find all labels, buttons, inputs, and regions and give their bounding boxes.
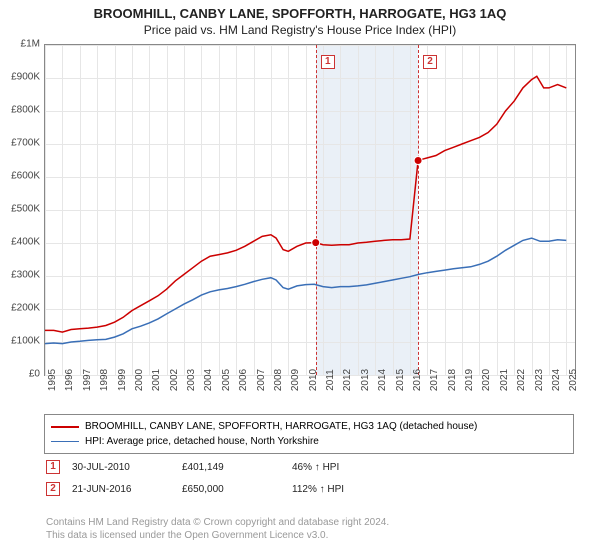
xtick-label: 2005: [221, 369, 232, 391]
xtick-label: 2019: [464, 369, 475, 391]
series-blue: [45, 238, 566, 344]
xtick-label: 2000: [134, 369, 145, 391]
xtick-label: 2007: [256, 369, 267, 391]
xtick-label: 1998: [99, 369, 110, 391]
ytick-label: £1M: [4, 39, 40, 50]
xtick-label: 1996: [64, 369, 75, 391]
xtick-label: 2024: [551, 369, 562, 391]
chart-subtitle: Price paid vs. HM Land Registry's House …: [0, 21, 600, 37]
chart-title: BROOMHILL, CANBY LANE, SPOFFORTH, HARROG…: [0, 0, 600, 21]
ytick-label: £800K: [4, 105, 40, 116]
sale-flag: 1: [46, 460, 60, 474]
xtick-label: 2015: [395, 369, 406, 391]
ytick-label: £200K: [4, 303, 40, 314]
ytick-label: £700K: [4, 138, 40, 149]
xtick-label: 2021: [499, 369, 510, 391]
legend-label: HPI: Average price, detached house, Nort…: [85, 436, 319, 447]
legend: BROOMHILL, CANBY LANE, SPOFFORTH, HARROG…: [44, 414, 574, 454]
xtick-label: 1995: [47, 369, 58, 391]
xtick-label: 2025: [568, 369, 579, 391]
sale-row: 1 30-JUL-2010£401,14946% ↑ HPI: [46, 460, 339, 474]
ytick-label: £0: [4, 369, 40, 380]
sale-row: 2 21-JUN-2016£650,000112% ↑ HPI: [46, 482, 344, 496]
sale-date: 30-JUL-2010: [72, 462, 182, 473]
xtick-label: 2009: [290, 369, 301, 391]
series-red: [45, 76, 566, 332]
xtick-label: 2004: [203, 369, 214, 391]
legend-row: HPI: Average price, detached house, Nort…: [51, 434, 567, 449]
ytick-label: £500K: [4, 204, 40, 215]
plot-area: 12: [44, 44, 576, 376]
sale-price: £650,000: [182, 484, 292, 495]
xtick-label: 2013: [360, 369, 371, 391]
footer-line1: Contains HM Land Registry data © Crown c…: [46, 516, 389, 529]
xtick-label: 2023: [534, 369, 545, 391]
xtick-label: 2002: [169, 369, 180, 391]
xtick-label: 2008: [273, 369, 284, 391]
legend-swatch: [51, 426, 79, 428]
sale-delta: 46% ↑ HPI: [292, 462, 339, 473]
footer: Contains HM Land Registry data © Crown c…: [46, 516, 389, 542]
ytick-label: £100K: [4, 336, 40, 347]
ytick-label: £300K: [4, 270, 40, 281]
ytick-label: £600K: [4, 171, 40, 182]
series-svg: [45, 45, 575, 375]
xtick-label: 2020: [481, 369, 492, 391]
xtick-label: 2012: [342, 369, 353, 391]
xtick-label: 2016: [412, 369, 423, 391]
legend-label: BROOMHILL, CANBY LANE, SPOFFORTH, HARROG…: [85, 421, 477, 432]
xtick-label: 2018: [447, 369, 458, 391]
sale-point: [414, 157, 422, 165]
xtick-label: 2003: [186, 369, 197, 391]
sale-price: £401,149: [182, 462, 292, 473]
xtick-label: 2010: [308, 369, 319, 391]
ytick-label: £400K: [4, 237, 40, 248]
footer-line2: This data is licensed under the Open Gov…: [46, 529, 389, 542]
xtick-label: 2014: [377, 369, 388, 391]
xtick-label: 1997: [82, 369, 93, 391]
xtick-label: 2001: [151, 369, 162, 391]
ytick-label: £900K: [4, 72, 40, 83]
xtick-label: 1999: [117, 369, 128, 391]
sale-flag: 2: [46, 482, 60, 496]
sale-delta: 112% ↑ HPI: [292, 484, 344, 495]
legend-swatch: [51, 441, 79, 442]
xtick-label: 2011: [325, 369, 336, 391]
xtick-label: 2006: [238, 369, 249, 391]
xtick-label: 2017: [429, 369, 440, 391]
xtick-label: 2022: [516, 369, 527, 391]
legend-row: BROOMHILL, CANBY LANE, SPOFFORTH, HARROG…: [51, 419, 567, 434]
chart-container: BROOMHILL, CANBY LANE, SPOFFORTH, HARROG…: [0, 0, 600, 560]
sale-date: 21-JUN-2016: [72, 484, 182, 495]
sale-point: [312, 239, 320, 247]
